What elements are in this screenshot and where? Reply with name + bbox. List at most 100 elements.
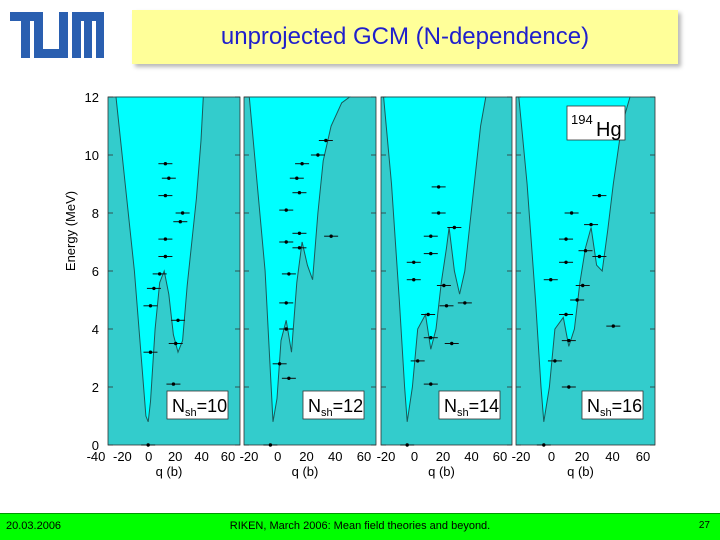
- energy-level-point: [152, 286, 156, 291]
- energy-level-point: [295, 176, 299, 180]
- energy-level-point: [405, 443, 409, 447]
- energy-level-point: [442, 283, 446, 288]
- nsh-label-box: [302, 390, 365, 420]
- nucleus-label-box: [566, 105, 626, 141]
- nsh-label-box: [166, 390, 229, 420]
- energy-level-point: [300, 162, 304, 166]
- x-axis-label: q (b): [428, 464, 455, 479]
- energy-level-point: [429, 382, 433, 386]
- x-tick-label: 0: [274, 449, 281, 464]
- x-tick-label: 60: [357, 449, 371, 464]
- energy-level-point: [575, 298, 579, 302]
- energy-level-point: [146, 443, 150, 447]
- energy-level-point: [429, 234, 433, 238]
- x-tick-label: 40: [328, 449, 342, 464]
- chart-panel: Nsh=12 -20 0 20 40 60 q (b): [240, 96, 377, 479]
- energy-level-point: [297, 246, 302, 250]
- x-tick-label: -20: [240, 449, 259, 464]
- energy-level-point: [268, 443, 273, 447]
- nsh-label-box: [438, 390, 501, 420]
- x-tick-label: 20: [436, 449, 450, 464]
- nucleus-mass: 194: [571, 112, 593, 127]
- energy-level-point: [329, 234, 333, 238]
- chart-panel: Nsh=14 -20 0 20 40 60 q (b): [377, 96, 513, 479]
- energy-level-point: [287, 376, 291, 380]
- nucleus-label: 194 Hg: [566, 105, 626, 141]
- x-tick-label: 0: [548, 449, 555, 464]
- energy-level-point: [581, 283, 585, 288]
- energy-level-point: [589, 222, 593, 227]
- x-axis-label: q (b): [292, 464, 319, 479]
- energy-level-point: [284, 240, 288, 244]
- footer-text: RIKEN, March 2006: Mean field theories a…: [229, 520, 491, 532]
- energy-level-point: [463, 301, 467, 305]
- energy-level-point: [176, 318, 180, 322]
- energy-level-point: [157, 272, 162, 276]
- energy-level-point: [297, 231, 302, 235]
- slide-title-box: unprojected GCM (N-dependence): [132, 10, 678, 64]
- energy-level-point: [553, 359, 557, 363]
- energy-level-point: [583, 249, 588, 253]
- energy-level-point: [564, 260, 568, 264]
- energy-level-point: [287, 272, 291, 276]
- y-tick-label: 2: [92, 380, 99, 395]
- energy-level-point: [567, 338, 571, 343]
- x-tick-label: -20: [377, 449, 396, 464]
- energy-level-point: [567, 385, 571, 389]
- energy-level-point: [564, 237, 568, 241]
- energy-level-point: [284, 327, 288, 331]
- energy-level-point: [426, 312, 430, 317]
- energy-level-point: [429, 336, 433, 340]
- x-tick-label: -20: [113, 449, 132, 464]
- energy-level-point: [444, 304, 449, 308]
- nsh-label: Nsh=14: [444, 396, 499, 419]
- x-tick-label: 60: [493, 449, 507, 464]
- x-axis-label: q (b): [567, 464, 594, 479]
- y-axis-label: Energy (MeV): [63, 191, 78, 271]
- energy-level-point: [167, 176, 171, 180]
- x-tick-label: 20: [168, 449, 182, 464]
- x-tick-label: 20: [575, 449, 589, 464]
- x-tick-label: 0: [145, 449, 152, 464]
- x-tick-label: 0: [411, 449, 418, 464]
- energy-level-point: [415, 359, 420, 363]
- x-tick-label: -40: [87, 449, 106, 464]
- nsh-label: Nsh=16: [587, 396, 642, 419]
- energy-level-point: [429, 251, 433, 256]
- energy-level-point: [284, 208, 288, 212]
- y-tick-label: 6: [92, 264, 99, 279]
- energy-level-point: [436, 185, 441, 189]
- potential-well: [383, 96, 487, 422]
- x-tick-label: 60: [221, 449, 235, 464]
- slide-title: unprojected GCM (N-dependence): [220, 23, 590, 50]
- nsh-label-box: [581, 390, 644, 420]
- energy-level-point: [148, 350, 153, 354]
- energy-level-point: [564, 312, 568, 317]
- energy-level-point: [148, 304, 153, 308]
- energy-level-point: [597, 254, 602, 259]
- tum-logo: [10, 12, 104, 58]
- energy-level-point: [163, 193, 168, 198]
- x-tick-label: -20: [512, 449, 531, 464]
- energy-level-point: [316, 153, 320, 157]
- energy-level-point: [163, 237, 168, 241]
- energy-level-point: [412, 278, 416, 282]
- nsh-label: Nsh=10: [172, 396, 227, 419]
- chart-panel: Nsh=10 -40 -20 0 20 40 60 q (b): [87, 96, 241, 479]
- nucleus-symbol: Hg: [596, 119, 622, 141]
- energy-level-point: [542, 443, 546, 447]
- y-tick-label: 4: [92, 322, 99, 337]
- x-axis-label: q (b): [156, 464, 183, 479]
- page-number: 27: [698, 520, 710, 531]
- energy-level-point: [174, 341, 178, 346]
- x-tick-label: 40: [194, 449, 208, 464]
- energy-level-point: [452, 225, 457, 230]
- potential-well: [248, 96, 352, 422]
- energy-level-point: [163, 254, 168, 259]
- energy-level-point: [163, 162, 168, 166]
- potential-well: [518, 96, 631, 422]
- energy-level-point: [277, 362, 282, 366]
- footer-bar: 20.03.2006 RIKEN, March 2006: Mean field…: [0, 513, 720, 540]
- energy-level-point: [284, 301, 288, 305]
